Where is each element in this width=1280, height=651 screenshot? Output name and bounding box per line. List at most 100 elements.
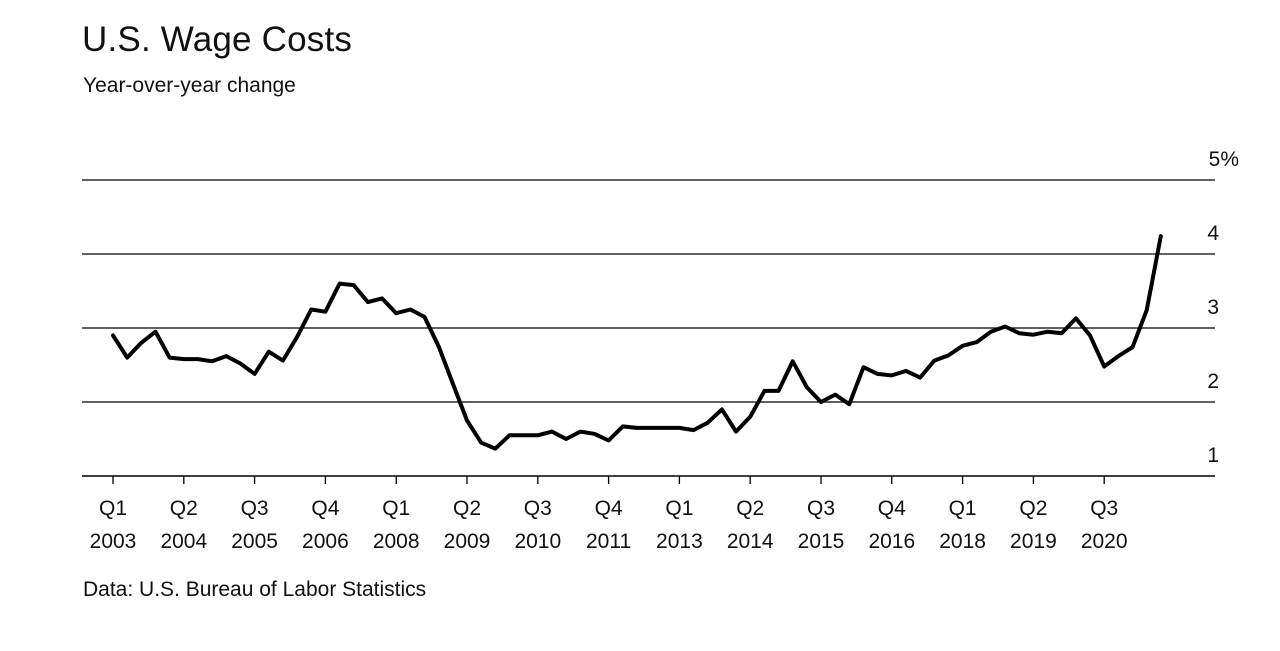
y-tick-label: 4 [1207, 222, 1219, 245]
y-tick-label: 1 [1207, 444, 1219, 467]
data-point [692, 428, 696, 432]
series [111, 234, 1163, 451]
data-point [1074, 316, 1078, 320]
data-point [437, 345, 441, 349]
data-point [706, 421, 710, 425]
x-tick-year-label: 2015 [798, 530, 845, 553]
data-point [833, 393, 837, 397]
source-note: Data: U.S. Bureau of Labor Statistics [83, 578, 427, 601]
data-point [224, 354, 228, 358]
data-point [890, 373, 894, 377]
data-point [423, 315, 427, 319]
data-point [267, 350, 271, 354]
data-point [323, 310, 327, 314]
data-point [295, 335, 299, 339]
x-tick-year-label: 2010 [514, 530, 561, 553]
x-tick-year-label: 2004 [160, 530, 207, 553]
data-point [578, 430, 582, 434]
data-point [1031, 333, 1035, 337]
data-point [408, 308, 412, 312]
x-tick-quarter-label: Q1 [382, 497, 410, 520]
data-point [1003, 325, 1007, 329]
data-point [210, 359, 214, 363]
data-point [451, 382, 455, 386]
chart-subtitle: Year-over-year change [83, 74, 296, 97]
data-point [946, 353, 950, 357]
data-point [677, 426, 681, 430]
x-tick-year-label: 2011 [586, 530, 631, 553]
y-axis-ticks: 5% 4 3 2 1 [1207, 148, 1239, 467]
data-point [961, 344, 965, 348]
data-point [635, 426, 639, 430]
y-tick-label: 2 [1207, 370, 1219, 393]
x-tick-quarter-label: Q3 [1090, 497, 1118, 520]
data-point [196, 357, 200, 361]
x-tick-year-label: 2016 [868, 530, 915, 553]
x-tick-quarter-label: Q3 [524, 497, 552, 520]
x-tick-year-label: 2009 [444, 530, 491, 553]
data-point [663, 426, 667, 430]
data-point [238, 362, 242, 366]
series-line-wage-costs [111, 234, 1163, 451]
x-tick-year-label: 2008 [373, 530, 420, 553]
x-tick-quarter-label: Q2 [453, 497, 481, 520]
x-tick-quarter-label: Q1 [665, 497, 693, 520]
data-point [918, 376, 922, 380]
data-point [1060, 331, 1064, 335]
data-point [862, 365, 866, 369]
y-tick-label: 3 [1207, 296, 1219, 319]
data-point [479, 441, 483, 445]
x-tick-year-label: 2006 [302, 530, 349, 553]
data-point [253, 372, 257, 376]
x-tick-quarter-label: Q4 [311, 497, 339, 520]
data-point [975, 340, 979, 344]
data-point [762, 389, 766, 393]
data-point [366, 300, 370, 304]
data-point [621, 424, 625, 428]
gridlines [82, 179, 1215, 477]
data-point [380, 296, 384, 300]
data-point [748, 415, 752, 419]
x-tick-year-label: 2013 [656, 530, 703, 553]
data-point [465, 419, 469, 423]
data-point [139, 341, 143, 345]
x-tick-year-label: 2003 [90, 530, 137, 553]
x-tick-year-label: 2019 [1010, 530, 1057, 553]
data-point [168, 356, 172, 360]
x-axis-ticks: Q1 2003 Q2 2004 Q3 2005 Q4 2006 Q1 2008 Q2 2009 Q3 20… [90, 476, 1128, 553]
data-point [607, 439, 611, 443]
data-point [720, 407, 724, 411]
data-point [111, 333, 115, 337]
data-point [649, 426, 653, 430]
data-point [1159, 234, 1163, 238]
data-point [154, 330, 158, 334]
data-point [805, 385, 809, 389]
x-tick-quarter-label: Q4 [878, 497, 906, 520]
data-point [550, 430, 554, 434]
data-point [1145, 308, 1149, 312]
data-point [309, 308, 313, 312]
x-tick-quarter-label: Q3 [241, 497, 269, 520]
data-point [932, 359, 936, 363]
x-tick-quarter-label: Q1 [949, 497, 977, 520]
data-point [819, 400, 823, 404]
data-point [592, 432, 596, 436]
data-point [1017, 331, 1021, 335]
chart-title: U.S. Wage Costs [82, 20, 353, 59]
data-point [1116, 354, 1120, 358]
data-point [876, 372, 880, 376]
data-point [1102, 365, 1106, 369]
data-point [791, 359, 795, 363]
data-point [989, 330, 993, 334]
x-tick-quarter-label: Q2 [736, 497, 764, 520]
data-point [847, 402, 851, 406]
x-tick-quarter-label: Q1 [99, 497, 127, 520]
data-point [182, 357, 186, 361]
data-point [508, 433, 512, 437]
x-tick-year-label: 2020 [1081, 530, 1128, 553]
x-tick-year-label: 2018 [939, 530, 986, 553]
data-point [1131, 345, 1135, 349]
data-point [338, 282, 342, 286]
data-point [904, 369, 908, 373]
